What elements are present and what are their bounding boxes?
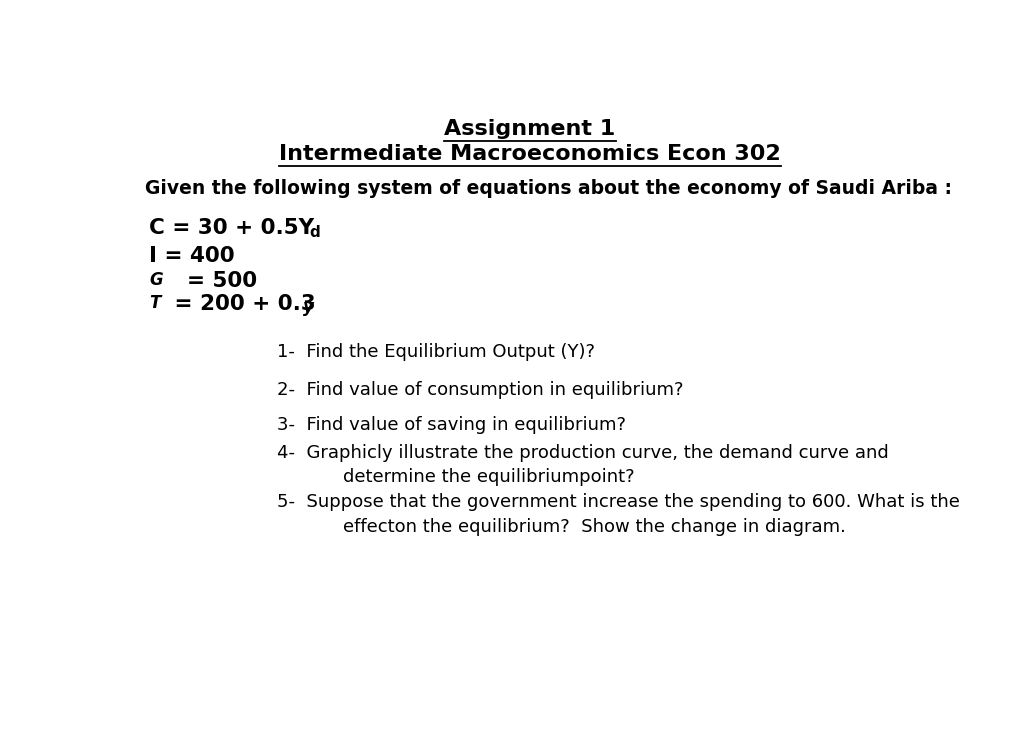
Text: G: G bbox=[149, 271, 163, 289]
Text: effecton the equilibrium?  Show the change in diagram.: effecton the equilibrium? Show the chang… bbox=[343, 518, 846, 536]
Text: 2-  Find value of consumption in equilibrium?: 2- Find value of consumption in equilibr… bbox=[277, 381, 685, 399]
Text: 4-  Graphicly illustrate the production curve, the demand curve and: 4- Graphicly illustrate the production c… bbox=[277, 444, 889, 462]
Text: d: d bbox=[309, 225, 321, 239]
Text: determine the equilibriumpoint?: determine the equilibriumpoint? bbox=[343, 468, 635, 486]
Text: C = 30 + 0.5Y: C = 30 + 0.5Y bbox=[149, 218, 314, 238]
Text: = 200 + 0.3: = 200 + 0.3 bbox=[166, 294, 315, 315]
Text: Assignment 1: Assignment 1 bbox=[445, 118, 615, 139]
Text: T: T bbox=[149, 294, 160, 312]
Text: 1-  Find the Equilibrium Output (Y)?: 1- Find the Equilibrium Output (Y)? bbox=[277, 343, 596, 361]
Text: Given the following system of equations about the economy of Saudi Ariba :: Given the following system of equations … bbox=[145, 179, 952, 198]
Text: 3-  Find value of saving in equilibrium?: 3- Find value of saving in equilibrium? bbox=[277, 416, 627, 434]
Text: I = 400: I = 400 bbox=[149, 246, 235, 266]
Text: 5-  Suppose that the government increase the spending to 600. What is the: 5- Suppose that the government increase … bbox=[277, 493, 961, 512]
Text: Intermediate Macroeconomics Econ 302: Intermediate Macroeconomics Econ 302 bbox=[279, 144, 781, 164]
Text: = 500: = 500 bbox=[172, 271, 256, 291]
Text: y: y bbox=[303, 298, 314, 316]
